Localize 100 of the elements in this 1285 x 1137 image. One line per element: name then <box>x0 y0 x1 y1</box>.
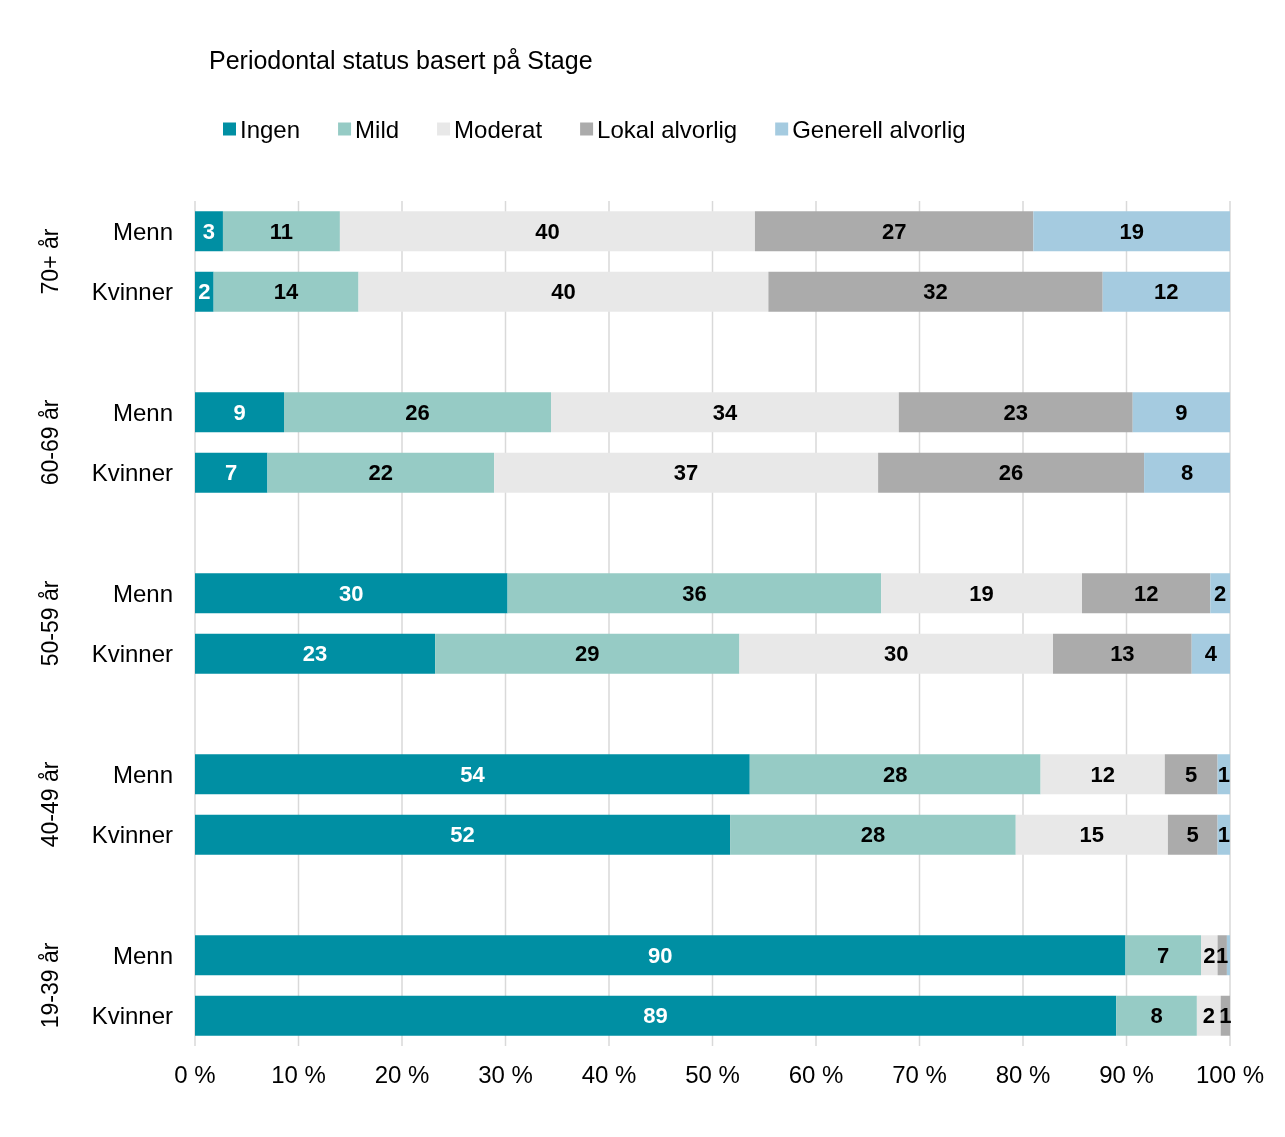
bar <box>195 452 268 493</box>
bar <box>435 633 740 674</box>
data-label: 13 <box>1110 641 1135 667</box>
data-label: 8 <box>1150 1003 1163 1029</box>
data-label: 5 <box>1185 761 1198 787</box>
data-label: 40 <box>551 279 576 305</box>
data-label: 27 <box>881 218 907 244</box>
bar <box>739 633 1054 674</box>
data-label: 12 <box>1133 580 1159 606</box>
data-label: 14 <box>273 279 300 305</box>
bar <box>898 392 1133 433</box>
data-label: 2 <box>1203 942 1216 968</box>
data-label: 12 <box>1090 761 1115 787</box>
bar <box>1015 814 1168 855</box>
y-axis-title: 70+ år <box>36 228 63 295</box>
data-label: 15 <box>1079 822 1105 848</box>
bar <box>494 452 879 493</box>
bar <box>213 271 359 312</box>
data-label: 1 <box>1217 761 1230 787</box>
data-label: 23 <box>302 641 328 667</box>
y-tick-label: Kvinner <box>91 821 174 849</box>
data-label: 1 <box>1217 822 1230 848</box>
bar <box>1116 995 1197 1036</box>
y-axis-title: 19-39 år <box>36 942 63 1029</box>
y-tick-label: Menn <box>112 579 173 607</box>
y-tick-label: Kvinner <box>91 278 174 306</box>
y-axis-title: 60-69 år <box>36 399 63 486</box>
data-label: 22 <box>368 460 394 486</box>
bar <box>507 573 882 614</box>
data-label: 1 <box>1219 1003 1232 1029</box>
data-label: 3 <box>202 218 216 244</box>
legend-label: Lokal alvorlig <box>597 115 738 143</box>
bar <box>195 633 436 674</box>
legend-label: Mild <box>355 115 400 143</box>
data-label: 23 <box>1003 399 1028 425</box>
data-label: 2 <box>1214 580 1227 606</box>
y-tick-label: Menn <box>112 398 173 426</box>
bar <box>358 271 769 312</box>
data-label: 90 <box>647 942 673 968</box>
data-label: 7 <box>225 460 238 486</box>
x-tick-label: 100 % <box>1195 1060 1265 1088</box>
bar <box>1191 633 1230 674</box>
legend-label: Generell alvorlig <box>792 115 966 143</box>
bar <box>195 573 508 614</box>
data-label: 89 <box>643 1003 668 1029</box>
bar <box>195 754 750 795</box>
data-label: 36 <box>682 580 707 606</box>
data-label: 5 <box>1186 822 1199 848</box>
data-label: 19 <box>1119 218 1144 244</box>
y-tick-label: Kvinner <box>91 1002 174 1030</box>
bar <box>1033 211 1230 252</box>
data-label: 26 <box>998 460 1024 486</box>
bar <box>195 935 1126 976</box>
bar <box>222 211 340 252</box>
bar <box>754 211 1034 252</box>
bar <box>878 452 1145 493</box>
bar <box>267 452 495 493</box>
data-label: 40 <box>535 218 560 244</box>
bar <box>1125 935 1202 976</box>
x-tick-label: 80 % <box>995 1060 1051 1088</box>
x-tick-label: 70 % <box>892 1060 947 1088</box>
data-label: 29 <box>575 641 600 667</box>
legend-label: Ingen <box>240 115 301 143</box>
x-tick-label: 60 % <box>788 1060 844 1088</box>
bar <box>730 814 1016 855</box>
data-label: 54 <box>460 761 486 787</box>
data-label: 12 <box>1154 279 1179 305</box>
x-tick-label: 90 % <box>1099 1060 1154 1088</box>
bar <box>1226 935 1230 976</box>
bar <box>1167 814 1218 855</box>
bar <box>768 271 1103 312</box>
bar <box>1081 573 1211 614</box>
bar <box>551 392 899 433</box>
bar <box>1040 754 1165 795</box>
y-axis-title: 50-59 år <box>36 580 63 667</box>
data-label: 1 <box>1216 942 1229 968</box>
data-label: 28 <box>882 761 908 787</box>
data-label: 9 <box>233 399 246 425</box>
data-label: 34 <box>712 399 738 425</box>
data-label: 30 <box>883 641 909 667</box>
bar <box>749 754 1041 795</box>
data-label: 28 <box>860 822 886 848</box>
chart-title: Periodontal status basert på Stage <box>209 45 593 74</box>
data-label: 52 <box>450 822 475 848</box>
data-label: 11 <box>269 218 294 244</box>
y-tick-label: Menn <box>112 217 173 245</box>
bar <box>1132 392 1230 433</box>
bar <box>1144 452 1230 493</box>
bar <box>1053 633 1192 674</box>
bar <box>195 211 223 252</box>
x-tick-label: 30 % <box>478 1060 533 1088</box>
bar <box>195 814 731 855</box>
bar <box>1164 754 1218 795</box>
bar <box>195 995 1117 1036</box>
legend-label: Moderat <box>454 115 543 143</box>
y-axis-title: 40-49 år <box>36 761 63 848</box>
y-tick-label: Menn <box>112 941 173 969</box>
data-label: 19 <box>969 580 994 606</box>
x-tick-label: 40 % <box>581 1060 637 1088</box>
bar <box>881 573 1082 614</box>
